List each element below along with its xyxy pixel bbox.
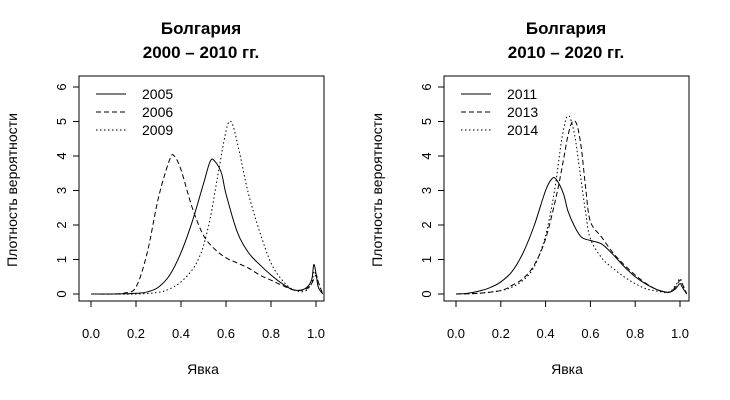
series-line-2009 [90, 120, 324, 295]
x-tick-label: 0.6 [217, 326, 235, 341]
y-axis-label: Плотность вероятности [369, 113, 385, 267]
plot-frame [78, 75, 325, 302]
y-tick-label: 4 [54, 152, 69, 159]
x-tick-label: 0.4 [537, 326, 555, 341]
x-tick-label: 0.8 [626, 326, 644, 341]
y-tick-label: 2 [54, 221, 69, 228]
legend-label: 2014 [507, 122, 538, 138]
x-tick-label: 0.2 [492, 326, 510, 341]
y-tick-label: 1 [54, 256, 69, 263]
y-tick-label: 1 [419, 256, 434, 263]
chart-title: Болгария [526, 19, 606, 38]
legend-label: 2011 [507, 86, 537, 102]
series-lines [90, 120, 324, 295]
x-axis-label: Явка [187, 361, 219, 377]
x-tick-label: 0.0 [82, 326, 100, 341]
legend-label: 2006 [142, 104, 173, 120]
legend-label: 2009 [142, 122, 173, 138]
chart-title: Болгария [161, 19, 241, 38]
chart-subtitle: 2010 – 2020 гг. [508, 43, 624, 62]
y-tick-label: 2 [419, 221, 434, 228]
y-tick-label: 4 [419, 152, 434, 159]
x-tick-label: 0.6 [581, 326, 599, 341]
series-line-2014 [455, 115, 688, 295]
x-tick-label: 0.8 [262, 326, 280, 341]
y-tick-label: 5 [419, 118, 434, 125]
y-tick-label: 0 [419, 290, 434, 297]
x-axis-label: Явка [551, 361, 583, 377]
y-axis-label: Плотность вероятности [4, 113, 20, 267]
series-line-2006 [90, 153, 324, 295]
series-line-2013 [455, 120, 688, 295]
x-tick-label: 0.0 [447, 326, 465, 341]
y-tick-label: 3 [419, 187, 434, 194]
legend: 2011 2013 2014 [461, 86, 538, 138]
y-tick-label: 6 [419, 83, 434, 90]
series-line-2011 [455, 177, 688, 295]
axis-ticks: 0.0 0.2 0.4 0.6 0.8 1.0 0 1 2 3 4 5 6 [419, 83, 689, 341]
y-tick-label: 5 [54, 118, 69, 125]
x-tick-label: 1.0 [671, 326, 689, 341]
legend: 2005 2006 2009 [96, 86, 173, 138]
series-line-2005 [90, 158, 324, 295]
y-tick-label: 6 [54, 83, 69, 90]
legend-label: 2005 [142, 86, 173, 102]
axis-ticks: 0.0 0.2 0.4 0.6 0.8 1.0 0 1 2 3 4 5 6 [54, 83, 325, 341]
series-lines [455, 115, 688, 295]
chart-panel-2010-2020: Болгария 2010 – 2020 гг. Явка Плотность … [369, 19, 690, 377]
chart-subtitle: 2000 – 2010 гг. [143, 43, 259, 62]
y-tick-label: 0 [54, 290, 69, 297]
x-tick-label: 1.0 [307, 326, 325, 341]
x-tick-label: 0.4 [172, 326, 190, 341]
legend-label: 2013 [507, 104, 538, 120]
chart-panel-2000-2010: Болгария 2000 – 2010 гг. Явка Плотность … [4, 19, 325, 377]
y-tick-label: 3 [54, 187, 69, 194]
plot-frame [443, 75, 690, 302]
x-tick-label: 0.2 [127, 326, 145, 341]
